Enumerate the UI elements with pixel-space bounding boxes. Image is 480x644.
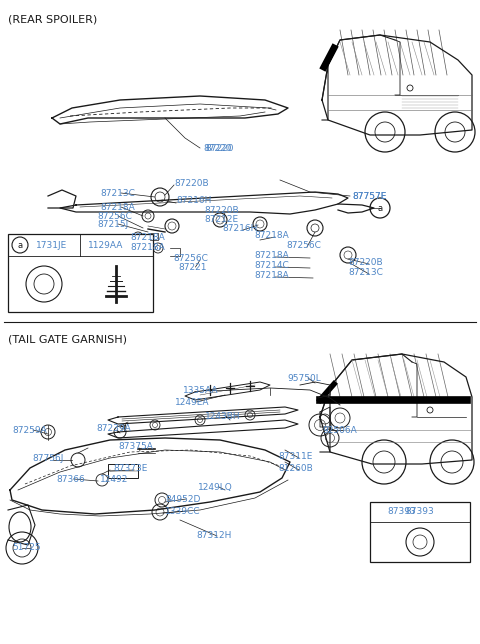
Text: 84952D: 84952D <box>165 495 200 504</box>
Text: 87366: 87366 <box>56 475 85 484</box>
Text: 1339CC: 1339CC <box>165 506 201 515</box>
Text: 87312H: 87312H <box>196 531 231 540</box>
Text: 87218A: 87218A <box>130 232 165 242</box>
Text: 87213C: 87213C <box>348 267 383 276</box>
Text: 1249LQ: 1249LQ <box>198 482 233 491</box>
Text: 87220B: 87220B <box>204 205 239 214</box>
Bar <box>8 234 153 312</box>
Text: 95750L: 95750L <box>287 374 321 383</box>
Text: 87256C: 87256C <box>97 211 132 220</box>
Text: a: a <box>17 240 23 249</box>
Text: 87218A: 87218A <box>254 251 289 260</box>
Text: 87757E: 87757E <box>352 191 386 200</box>
Text: 87373E: 87373E <box>113 464 147 473</box>
Text: 87220B: 87220B <box>174 178 209 187</box>
Text: (TAIL GATE GARNISH): (TAIL GATE GARNISH) <box>8 334 127 344</box>
Text: 87212E: 87212E <box>204 214 238 223</box>
Text: 51725: 51725 <box>12 544 41 553</box>
Text: 87757E: 87757E <box>352 191 386 200</box>
Text: 87393: 87393 <box>387 507 416 516</box>
Text: 87239A: 87239A <box>96 424 131 433</box>
Text: 87311E: 87311E <box>278 451 312 460</box>
Text: 92506A: 92506A <box>322 426 357 435</box>
Text: 1129AA: 1129AA <box>88 240 123 249</box>
Text: 87256C: 87256C <box>286 240 321 249</box>
Text: 81260B: 81260B <box>278 464 313 473</box>
Text: 87221: 87221 <box>178 263 206 272</box>
Text: 87259A: 87259A <box>12 426 47 435</box>
Text: 87215J: 87215J <box>97 220 128 229</box>
Text: 87218A: 87218A <box>254 270 289 279</box>
Text: 87216H: 87216H <box>222 223 257 232</box>
Bar <box>108 464 138 478</box>
Text: 1249EA: 1249EA <box>175 397 209 406</box>
Text: 87756J: 87756J <box>32 453 63 462</box>
Bar <box>370 502 470 562</box>
Text: (REAR SPOILER): (REAR SPOILER) <box>8 14 97 24</box>
Text: 87216H: 87216H <box>176 196 211 205</box>
Text: a: a <box>377 204 383 213</box>
Text: 1335AA: 1335AA <box>183 386 218 395</box>
Text: 87220: 87220 <box>205 144 233 153</box>
Text: 12492: 12492 <box>100 475 128 484</box>
Text: 1731JE: 1731JE <box>36 240 67 249</box>
Text: 87213C: 87213C <box>100 189 135 198</box>
Text: 87375A: 87375A <box>118 442 153 451</box>
Text: 87218A: 87218A <box>254 231 289 240</box>
Text: 87218A: 87218A <box>100 202 135 211</box>
Text: 87214C: 87214C <box>254 261 289 269</box>
Text: 87220: 87220 <box>203 144 231 153</box>
Text: 1243BH: 1243BH <box>205 412 240 421</box>
Text: 87220B: 87220B <box>348 258 383 267</box>
Text: 87256C: 87256C <box>173 254 208 263</box>
Text: 87218A: 87218A <box>130 243 165 252</box>
Text: 87393: 87393 <box>406 507 434 516</box>
